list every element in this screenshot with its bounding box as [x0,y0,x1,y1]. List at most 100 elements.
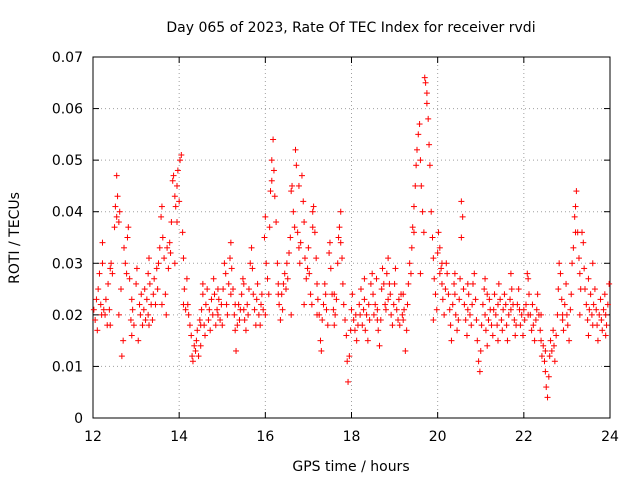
data-point [412,182,419,189]
data-point [542,368,549,375]
data-point [489,332,496,339]
data-point [564,322,571,329]
data-point [176,198,183,205]
data-point [408,244,415,251]
data-point [400,317,407,324]
data-point [458,234,465,241]
data-point [227,291,234,298]
data-point [189,358,196,365]
data-point [478,322,485,329]
data-point [280,280,287,287]
data-point [305,244,312,251]
data-point [284,275,291,282]
data-point [323,306,330,313]
data-point [118,286,125,293]
data-point [301,255,308,262]
data-point [211,291,218,298]
data-point [591,286,598,293]
data-point [572,229,579,236]
data-point [249,265,256,272]
data-points [90,74,613,401]
data-point [379,265,386,272]
data-point [275,280,282,287]
data-point [130,322,137,329]
data-point [511,317,518,324]
data-point [145,311,152,318]
data-point [485,317,492,324]
data-point [457,275,464,282]
data-point [436,270,443,277]
data-point [149,317,156,324]
data-point [418,182,425,189]
data-point [382,301,389,308]
data-point [413,146,420,153]
data-point [458,198,465,205]
x-tick-labels: 12 14 16 18 20 22 24 [84,429,619,445]
data-point [198,306,205,313]
data-point [423,100,430,107]
data-point [602,311,609,318]
data-point [367,280,374,287]
data-point [508,286,515,293]
data-point [248,244,255,251]
data-point [423,90,430,97]
data-point [433,306,440,313]
data-point [177,157,184,164]
data-point [330,306,337,313]
data-point [432,291,439,298]
data-point [318,347,325,354]
data-point [543,384,550,391]
data-point [476,368,483,375]
data-point [442,286,449,293]
data-point [106,306,113,313]
data-point [202,301,209,308]
data-point [490,306,497,313]
data-point [348,306,355,313]
data-point [335,234,342,241]
data-point [364,337,371,344]
data-point [120,337,127,344]
data-point [558,296,565,303]
data-point [507,296,514,303]
data-point [251,306,258,313]
data-point [428,208,435,215]
data-point [563,280,570,287]
data-point [497,296,504,303]
data-point [172,203,179,210]
data-point [583,301,590,308]
data-point [524,270,531,277]
data-point [179,229,186,236]
data-point [593,306,600,313]
data-point [441,311,448,318]
data-point [273,219,280,226]
data-point [375,327,382,334]
data-point [234,322,241,329]
data-point [133,265,140,272]
data-point [143,296,150,303]
data-point [361,296,368,303]
data-point [482,327,489,334]
data-point [402,347,409,354]
data-point [587,291,594,298]
data-point [598,317,605,324]
data-point [139,322,146,329]
data-point [322,291,329,298]
data-point [385,296,392,303]
data-point [475,358,482,365]
data-point [546,353,553,360]
data-point [482,275,489,282]
data-point [588,311,595,318]
data-point [406,260,413,267]
data-point [451,291,458,298]
data-point [469,301,476,308]
data-point [407,270,414,277]
y-axis-label: ROTI / TECUs [7,192,23,284]
data-point [202,332,209,339]
data-point [245,286,252,293]
data-point [337,208,344,215]
data-point [241,317,248,324]
data-point [242,327,249,334]
data-point [283,286,290,293]
data-point [344,358,351,365]
data-point [331,291,338,298]
